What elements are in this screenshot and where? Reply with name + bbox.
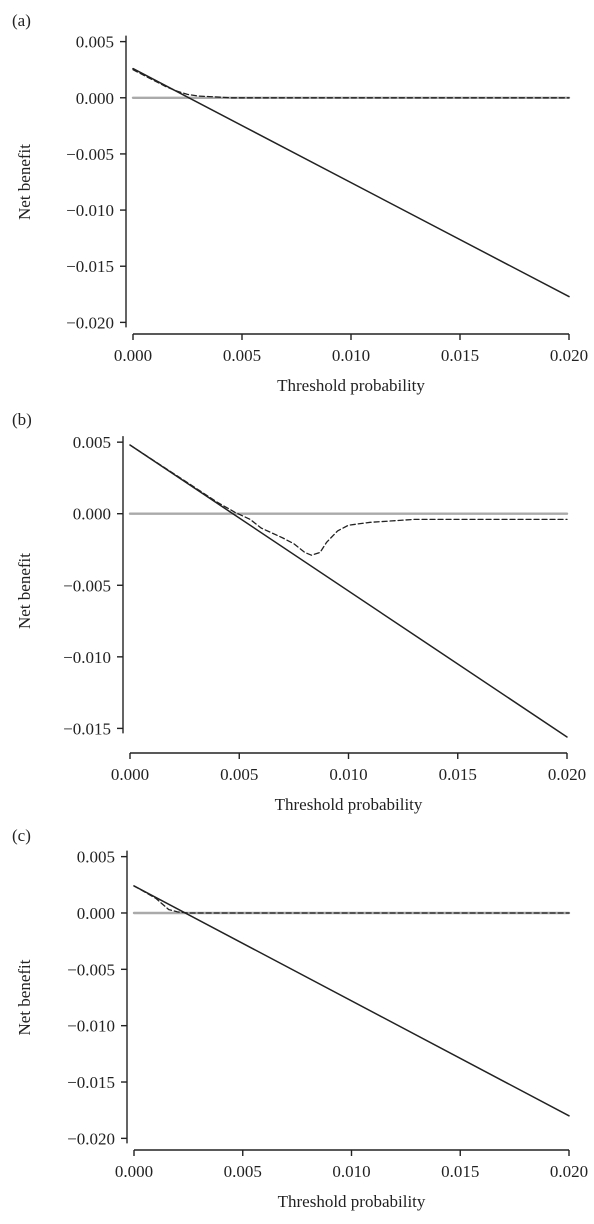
panel-label: (b) bbox=[12, 410, 32, 429]
x-tick-label: 0.000 bbox=[111, 765, 149, 784]
panel-label: (a) bbox=[12, 11, 31, 30]
x-tick-label: 0.015 bbox=[441, 346, 479, 365]
x-axis-label: Threshold probability bbox=[277, 376, 425, 395]
y-tick-label: −0.015 bbox=[67, 1073, 115, 1092]
x-axis-label: Threshold probability bbox=[278, 1192, 426, 1211]
y-axis-label: Net benefit bbox=[15, 144, 34, 220]
chart-panel-b: (b) 0.005 0.000 −0.005 −0.010 −0.015 0.000 0.00… bbox=[0, 408, 594, 816]
y-tick-label: −0.010 bbox=[67, 1017, 115, 1036]
y-tick-label: −0.005 bbox=[67, 960, 115, 979]
chart-svg-b: (b) 0.005 0.000 −0.005 −0.010 −0.015 0.000 0.00… bbox=[12, 410, 586, 814]
x-tick-label: 0.000 bbox=[114, 346, 152, 365]
y-tick-label: 0.005 bbox=[76, 33, 114, 52]
y-tick-label: 0.005 bbox=[73, 433, 111, 452]
y-tick-label: −0.005 bbox=[63, 576, 111, 595]
y-axis-label: Net benefit bbox=[15, 959, 34, 1035]
y-tick-label: 0.005 bbox=[77, 848, 115, 867]
y-tick-label: −0.010 bbox=[66, 201, 114, 220]
x-tick-label: 0.020 bbox=[550, 346, 588, 365]
x-tick-label: 0.010 bbox=[332, 346, 370, 365]
y-tick-label: −0.020 bbox=[67, 1129, 115, 1148]
y-tick-label: −0.015 bbox=[66, 257, 114, 276]
solid-series-line bbox=[129, 444, 568, 738]
x-axis-label: Threshold probability bbox=[275, 795, 423, 814]
x-tick-label: 0.010 bbox=[329, 765, 367, 784]
x-tick-label: 0.020 bbox=[548, 765, 586, 784]
x-tick-label: 0.020 bbox=[550, 1162, 588, 1181]
y-tick-label: −0.015 bbox=[63, 719, 111, 738]
y-tick-label: 0.000 bbox=[77, 904, 115, 923]
y-tick-label: −0.020 bbox=[66, 313, 114, 332]
x-tick-label: 0.010 bbox=[332, 1162, 370, 1181]
chart-panel-c: (c) 0.005 0.000 −0.005 −0.010 −0.015 −0.020 0.0… bbox=[0, 816, 594, 1224]
x-tick-label: 0.000 bbox=[115, 1162, 153, 1181]
x-tick-label: 0.005 bbox=[220, 765, 258, 784]
solid-series-line bbox=[132, 67, 570, 298]
dashed-series-line bbox=[129, 444, 568, 556]
chart-svg-c: (c)0.0050.000−0.005−0.010−0.015−0.0200.0… bbox=[12, 826, 588, 1211]
x-tick-label: 0.015 bbox=[441, 1162, 479, 1181]
x-tick-label: 0.005 bbox=[224, 1162, 262, 1181]
chart-svg-a: (a)0.0050.000−0.005−0.010−0.015−0.0200.0… bbox=[12, 11, 588, 395]
x-tick-label: 0.005 bbox=[223, 346, 261, 365]
y-tick-label: −0.010 bbox=[63, 648, 111, 667]
y-tick-label: 0.000 bbox=[76, 89, 114, 108]
solid-series-line bbox=[133, 885, 570, 1117]
dashed-series-line bbox=[132, 69, 570, 99]
y-axis-label: Net benefit bbox=[15, 553, 34, 629]
y-tick-label: −0.005 bbox=[66, 145, 114, 164]
x-tick-label: 0.015 bbox=[439, 765, 477, 784]
y-tick-label: 0.000 bbox=[73, 505, 111, 524]
chart-panel-a: (a) 0.005 0.000 −0.005 −0.010 −0.015 −0.020 0.0… bbox=[0, 0, 594, 408]
panel-label: (c) bbox=[12, 826, 31, 845]
dashed-series-line bbox=[133, 885, 570, 914]
